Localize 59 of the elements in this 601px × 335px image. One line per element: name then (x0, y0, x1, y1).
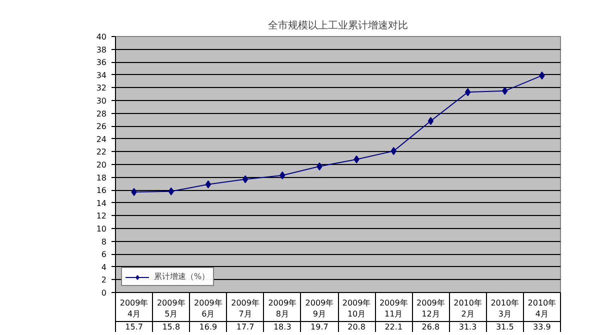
point (464, 88, 471, 96)
y-tick-label: 32 (96, 84, 107, 93)
point (168, 187, 174, 196)
chart-title: 全市规模以上工业累计增速对比 (268, 20, 408, 32)
x-tick-label: 2009年 10月 (342, 298, 371, 318)
y-tick-label: 10 (96, 224, 107, 234)
y-tick-label: 4 (101, 262, 107, 272)
point (316, 162, 322, 170)
point (131, 188, 137, 196)
y-tick-label: 16 (96, 186, 107, 196)
point (280, 171, 286, 180)
data-label: 31.5 (496, 322, 514, 332)
y-tick-label: 8 (101, 237, 107, 246)
data-label: 31.3 (458, 322, 477, 332)
y-tick-label: 24 (96, 134, 107, 144)
legend-label: 累计增速（%） (154, 271, 210, 282)
point (539, 72, 545, 80)
data-label: 20.8 (348, 322, 366, 332)
y-tick-label: 2 (101, 276, 107, 285)
y-tick-label: 0 (101, 288, 107, 298)
y-tick-label: 26 (96, 122, 107, 132)
x-tick-label: 2009年 9月 (305, 298, 334, 318)
y-tick-label: 34 (96, 70, 107, 80)
x-tick-label: 2009年 8月 (268, 298, 297, 318)
x-tick-label: 2009年 4月 (120, 298, 148, 318)
y-tick-label: 14 (96, 198, 107, 208)
data-label: 15.7 (125, 322, 143, 332)
data-label: 33.9 (533, 322, 551, 332)
y-tick-label: 18 (96, 173, 107, 182)
x-tick-label: 2009年 6月 (194, 298, 222, 318)
data-label: 26.8 (422, 322, 440, 332)
y-tick-label: 6 (101, 250, 107, 260)
x-tick-label: 2009年 12月 (416, 298, 445, 318)
data-label: 19.7 (310, 322, 328, 332)
y-tick-label: 30 (96, 96, 107, 106)
x-tick-label: 2009年 5月 (156, 298, 186, 318)
y-tick-label: 20 (96, 160, 107, 170)
point (205, 180, 212, 188)
point (242, 175, 248, 184)
x-tick-label: 2010年 3月 (490, 298, 520, 318)
data-label: 15.8 (162, 322, 180, 332)
point (428, 116, 434, 125)
y-tick-label: 22 (96, 148, 107, 157)
point (502, 86, 508, 95)
y-tick-label: 12 (96, 212, 107, 221)
data-label: 18.3 (273, 322, 292, 332)
data-label: 22.1 (384, 322, 403, 332)
y-tick-label: 40 (96, 32, 107, 42)
data-label: 16.9 (199, 322, 218, 332)
point (390, 147, 396, 156)
data-label: 17.7 (236, 322, 254, 332)
x-tick-label: 2010年 4月 (528, 298, 556, 318)
y-tick-label: 38 (96, 45, 107, 54)
x-tick-label: 2010年 2月 (454, 298, 482, 318)
y-tick-label: 36 (96, 58, 107, 68)
point (354, 155, 360, 164)
y-tick-label: 28 (96, 109, 107, 118)
x-tick-label: 2009年 11月 (379, 298, 408, 318)
x-tick-label: 2009年 7月 (231, 298, 260, 318)
